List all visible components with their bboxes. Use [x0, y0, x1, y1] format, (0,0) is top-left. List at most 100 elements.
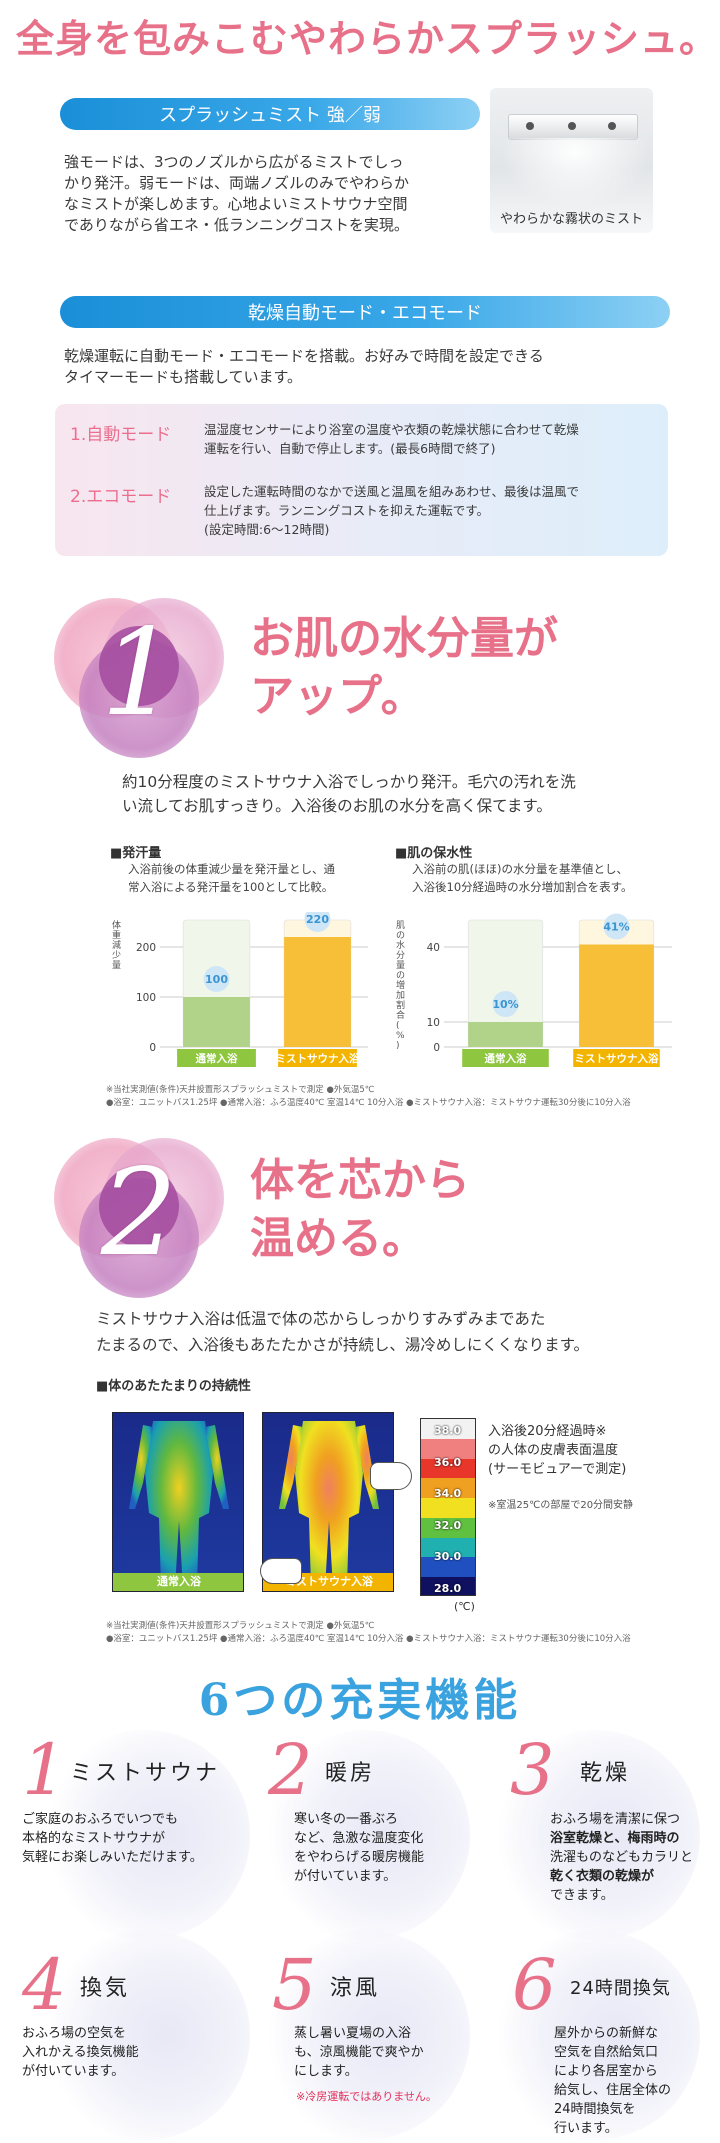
desc-line: 乾く衣類の乾燥が [550, 1867, 718, 1886]
title-line: お肌の水分量が [250, 613, 558, 664]
y-tick-label: 100 [136, 992, 156, 1004]
desc-bold: 浴室乾燥と、梅雨時の [550, 1831, 680, 1846]
section2-paragraph: ミストサウナ入浴は低温で体の芯からしっかりすみずみまであた たまるので、入浴後も… [96, 1306, 696, 1358]
category-label: 通常入浴 [196, 1052, 238, 1065]
mode-desc-line: 設定した運転時間のなかで送風と温風を組みあわせ、最後は温風で [204, 484, 580, 499]
cap-line: 常入浴による発汗量を100として比較。 [128, 880, 334, 894]
feature-bg [40, 1730, 250, 1940]
bar [284, 937, 351, 1047]
para-line: 約10分程度のミストサウナ入浴でしっかり発汗。毛穴の汚れを洗 [122, 773, 576, 791]
scale-segment [421, 1438, 475, 1459]
y-tick-label: 40 [427, 942, 440, 954]
feature-bg [260, 1730, 470, 1940]
category-box [177, 1049, 256, 1067]
feature-number: 2 [268, 1729, 313, 1811]
para-line: ミストサウナ入浴は低温で体の芯からしっかりすみずみまであた [96, 1310, 546, 1328]
desc-line: おふろ場を清潔に保つ [550, 1812, 681, 1827]
desc-line: 洗濯ものなどもカラリと [550, 1850, 694, 1865]
desc-line: 寒い冬の一番ぶろ [294, 1812, 399, 1827]
desc-line: が付いています。 [22, 2064, 125, 2079]
mist-line: 強モードは、3つのノズルから広がるミストでしっ [64, 153, 404, 171]
pointing-hand-icon [260, 1558, 302, 1584]
data-label: 100 [205, 973, 228, 986]
section2-number: 2 [100, 1143, 178, 1283]
droplet-icon [304, 912, 331, 932]
desc-line: にします。 [294, 2064, 358, 2079]
feature-desc: 屋外からの新鮮な 空気を自然給気口 により各居室から 給気し、住居全体の 24時… [554, 2024, 714, 2138]
droplet-icon [203, 966, 230, 992]
bar [468, 1022, 543, 1047]
features-title: 6つの充実機能 [198, 1675, 522, 1726]
section2-title: 体を芯から 温める。 [250, 1152, 470, 1268]
feature-name-heating: 暖房 [325, 1761, 376, 1786]
mode-box [55, 404, 668, 556]
feature-desc: おふろ場の空気を 入れかえる換気機能 が付いています。 [22, 2024, 222, 2081]
category-label: ミストサウナ入浴 [575, 1052, 659, 1065]
feature-name-cool-breeze: 涼風 [330, 1976, 381, 2001]
mode-desc-line: 仕上げます。ランニングコストを抑えた運転です。 [204, 503, 490, 518]
scale-segment [421, 1517, 475, 1538]
mist-section-bar: スプラッシュミスト 強／弱 [60, 98, 480, 130]
scale-segment [421, 1478, 475, 1499]
legend-line: の人体の皮膚表面温度 [488, 1443, 619, 1458]
mode-desc-eco: 設定した運転時間のなかで送風と温風を組みあわせ、最後は温風で 仕上げます。ランニ… [204, 482, 664, 539]
scale-tick-label: 38.0 [434, 1424, 462, 1437]
chart-skin-moisture: 肌の水分量の増加割合(%) 0 10 40 10% 通常入浴 41% ミストサウナ入浴 [396, 913, 672, 1067]
desc-line: 空気を自然給気口 [554, 2045, 659, 2060]
feature-number: 4 [22, 1944, 67, 2026]
desc-line: など、急激な温度変化 [294, 1831, 424, 1846]
mode-label-auto: 1.自動モード [70, 425, 172, 445]
feature-desc: 寒い冬の一番ぶろ など、急激な温度変化 をやわらげる暖房機能 が付いています。 [294, 1810, 474, 1886]
desc-line: 行います。 [554, 2121, 618, 2136]
dry-line: タイマーモードも搭載しています。 [64, 368, 303, 386]
chart2-heading: ■肌の保水性 [395, 846, 473, 861]
desc-line: 本格的なミストサウナが [22, 1831, 166, 1846]
feature-name-24h-ventilation: 24時間換気 [570, 1978, 671, 1999]
bar [579, 944, 654, 1047]
section2-number-badge: 2 [54, 1128, 224, 1298]
scale-segment [421, 1419, 475, 1439]
desc-line: おふろ場の空気を [22, 2026, 127, 2041]
temperature-scale: 38.0 36.0 34.0 32.0 30.0 28.0 [420, 1418, 476, 1596]
thermal-legend-text: 入浴後20分経過時※ の人体の皮膚表面温度 (サーモビュアーで測定) [488, 1422, 688, 1479]
y-tick-label: 0 [433, 1042, 440, 1054]
feature-number: 6 [512, 1944, 557, 2026]
section1-title: お肌の水分量が アップ。 [250, 610, 558, 726]
mode-desc-auto: 温湿度センサーにより浴室の温度や衣類の乾燥状態に合わせて乾燥 運転を行い、自動で… [204, 420, 664, 458]
y-tick-label: 10 [427, 1017, 440, 1029]
y-axis-label: 肌の水分量の増加割合(%) [396, 920, 405, 1051]
desc-line: 24時間換気を [554, 2102, 636, 2117]
bar [183, 997, 250, 1047]
desc-line: をやわらげる暖房機能 [294, 1850, 425, 1865]
droplet-icon [492, 991, 519, 1017]
desc-line: 給気し、住居全体の [554, 2083, 672, 2098]
pointing-hand-icon [370, 1462, 412, 1490]
scale-tick-label: 36.0 [434, 1455, 462, 1469]
chart1-heading: ■発汗量 [110, 846, 162, 861]
nozzle-dot-icon [568, 122, 576, 130]
desc-bold: 乾く衣類の乾燥が [550, 1869, 655, 1884]
section1-number-badge: 1 [54, 588, 224, 758]
mode-desc-line: (設定時間:6〜12時間) [204, 522, 330, 537]
section1-number: 1 [100, 603, 178, 743]
legend-line: (サーモビュアーで測定) [488, 1462, 627, 1477]
feature-number: 1 [22, 1729, 67, 1811]
chart1-caption: 入浴前後の体重減少量を発汗量とし、通 常入浴による発汗量を100として比較。 [128, 860, 388, 896]
mist-bar-label: スプラッシュミスト 強／弱 [159, 105, 381, 126]
feature-bg [260, 1930, 470, 2140]
y-axis-label: 体重減少量 [112, 919, 121, 971]
feature-desc: ご家庭のおふろでいつでも 本格的なミストサウナが 気軽にお楽しみいただけます。 [22, 1810, 232, 1867]
mist-spray-icon [500, 138, 650, 208]
scale-tick-label: 32.0 [434, 1518, 462, 1532]
title-line: 温める。 [250, 1213, 426, 1264]
desc-line: 浴室乾燥と、梅雨時の [550, 1829, 718, 1848]
title-line: 体を芯から [250, 1155, 470, 1206]
section1-note: ●浴室：ユニットバス1.25坪 ●通常入浴：ふろ温度40℃ 室温14℃ 10分入… [106, 1098, 631, 1108]
thermal-label-normal: 通常入浴 [113, 1573, 243, 1591]
mist-line: かり発汗。弱モードは、両端ノズルのみでやわらか [64, 174, 410, 192]
mode-desc-line: 運転を行い、自動で停止します。(最長6時間で終了) [204, 441, 496, 456]
title-line: アップ。 [250, 671, 425, 722]
para-line: たまるので、入浴後もあたたかさが持続し、湯冷めしにくくなります。 [96, 1336, 590, 1354]
cap-line: 入浴前の肌(ほほ)の水分量を基準値とし、 [412, 862, 628, 876]
scale-color-bar [420, 1418, 476, 1596]
